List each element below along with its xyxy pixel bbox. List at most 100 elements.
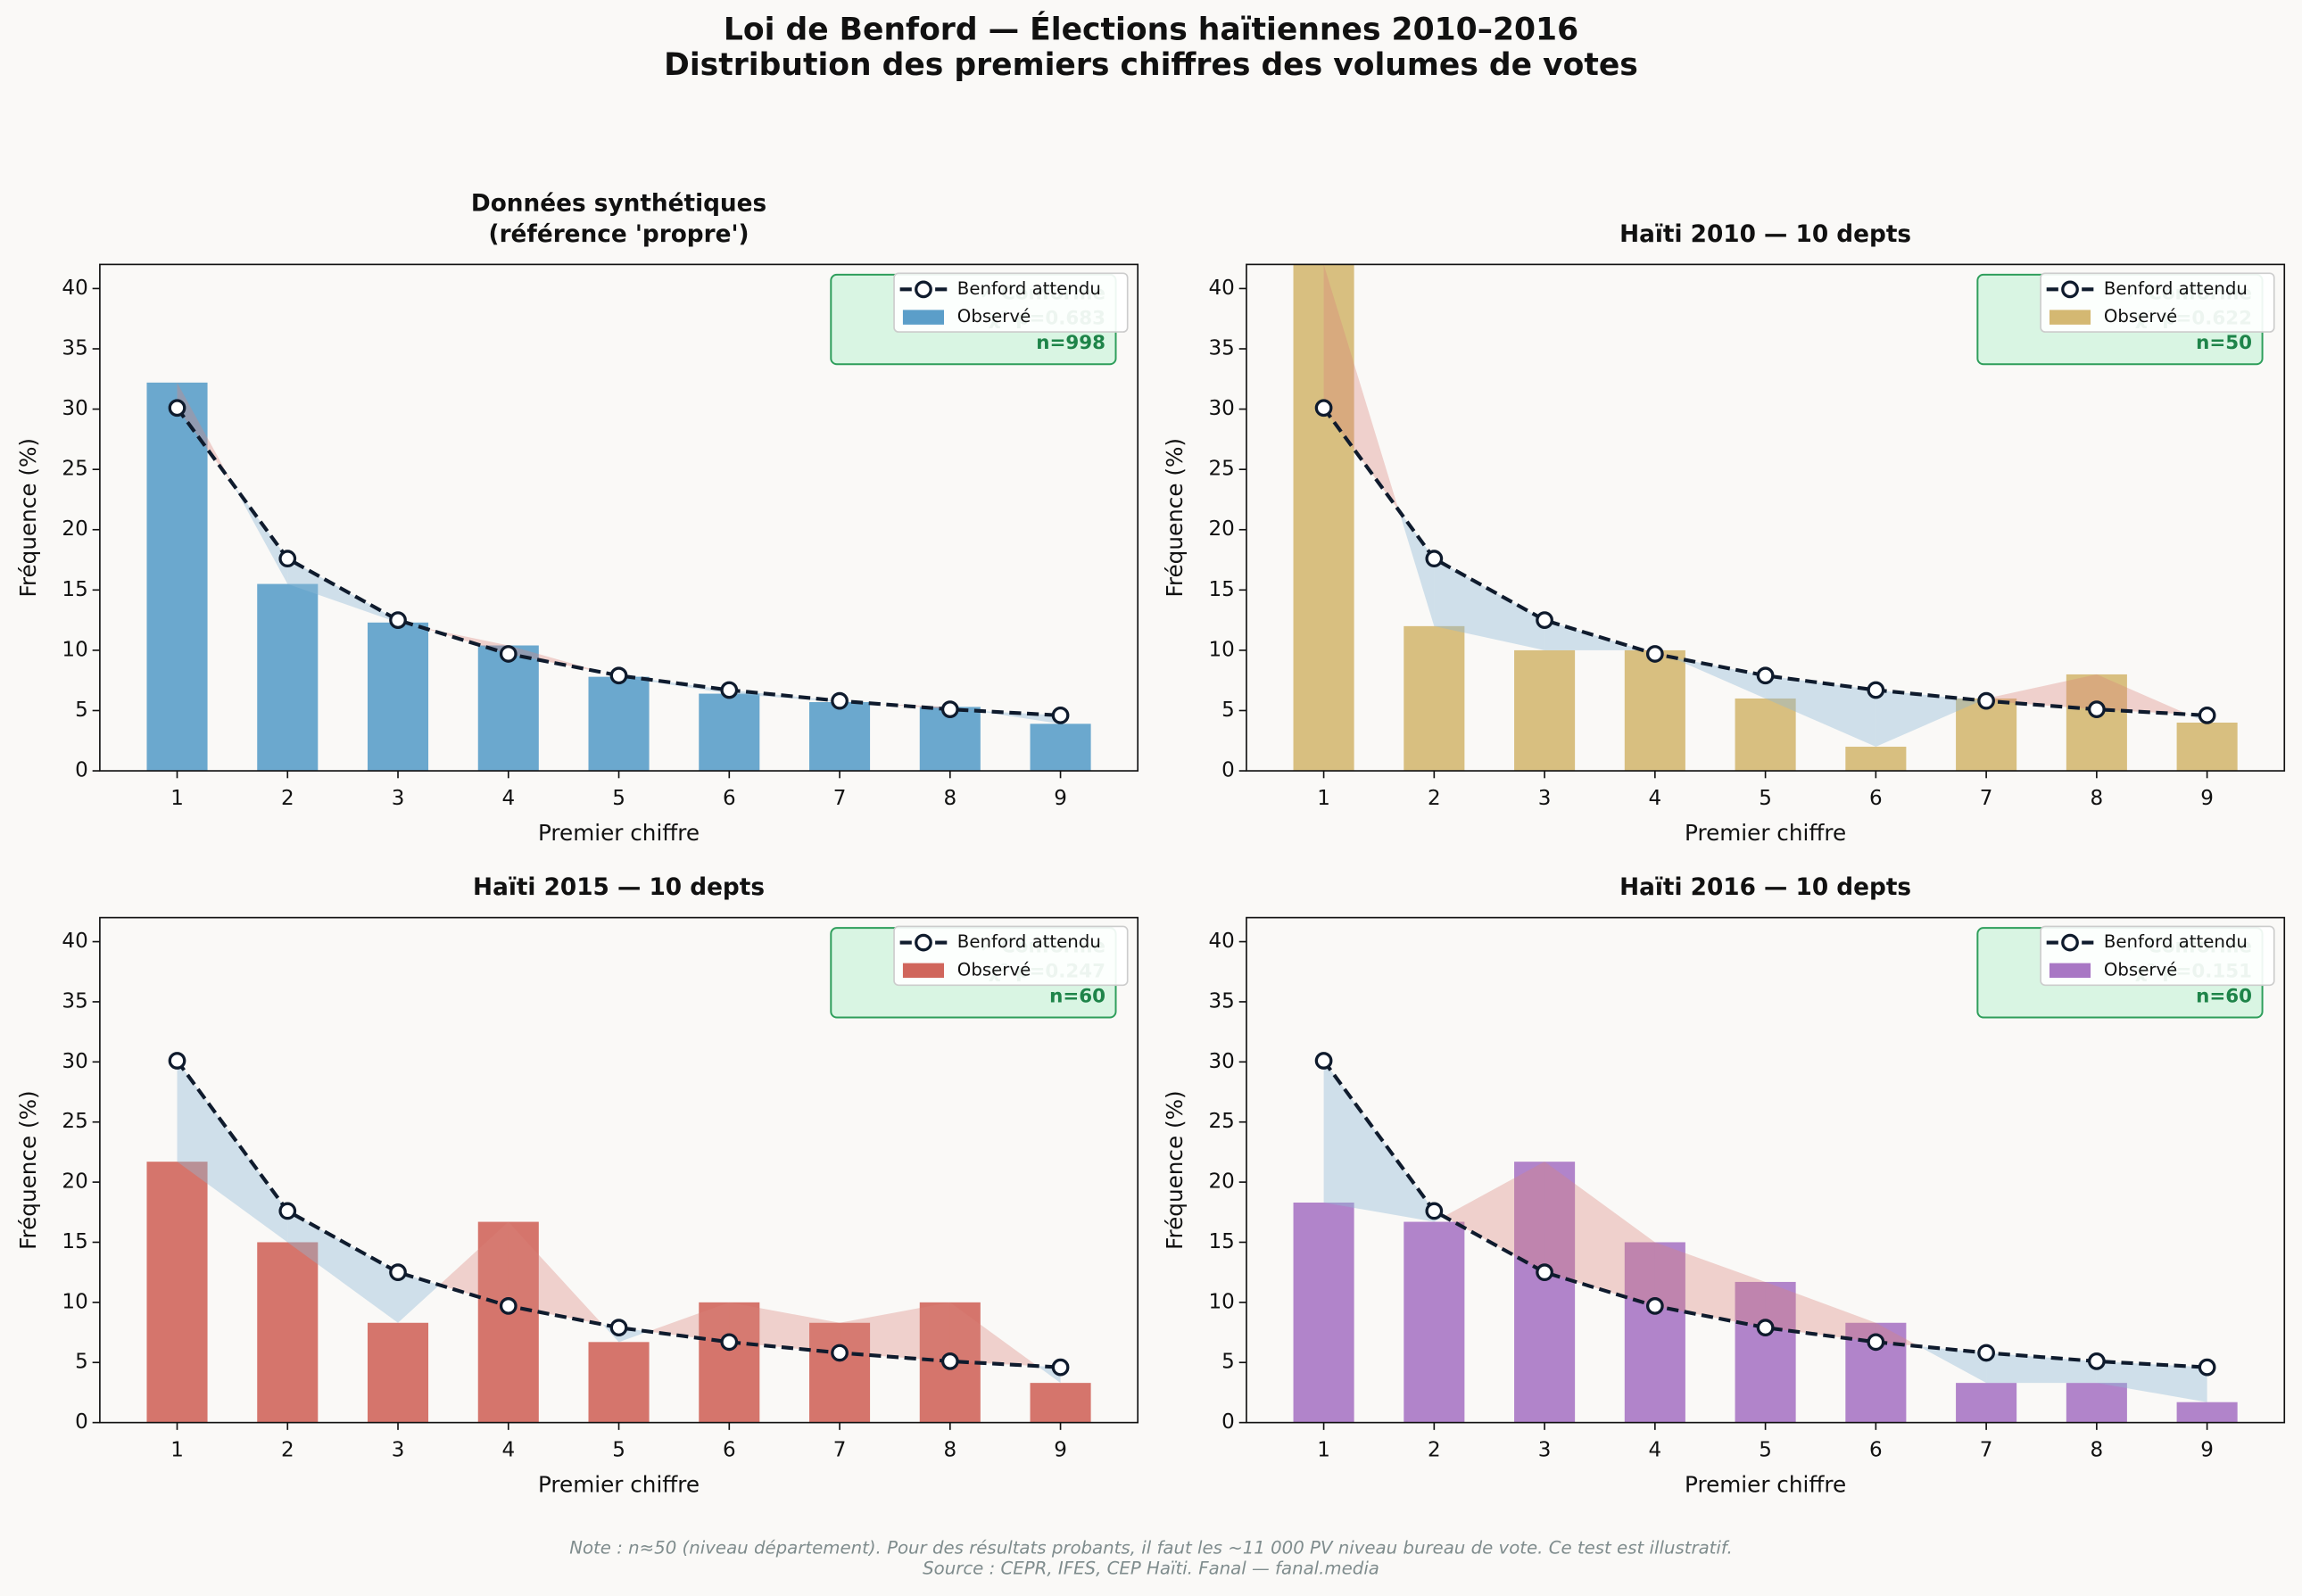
x-tick-label: 7 [833,1438,847,1461]
bar [1404,625,1465,772]
bar [1293,1202,1354,1423]
bar [1030,724,1091,772]
x-tick-label: 8 [2091,787,2104,810]
x-tick-label: 7 [833,787,847,810]
bar [809,1322,871,1423]
deviation-fill [648,1302,730,1343]
y-tick-label: 25 [1208,458,1234,481]
y-tick-label: 40 [1208,930,1234,953]
legend-box [893,272,1129,333]
benford-marker [609,1319,628,1337]
x-tick-label: 9 [1054,1438,1067,1461]
legend-label: Observé [2104,959,2177,980]
y-tick-label: 30 [62,397,87,420]
benford-marker [1867,681,1885,699]
legend-box [2040,272,2275,333]
legend-swatch [902,963,944,979]
bar [367,622,429,772]
benford-marker [499,1297,518,1315]
legend-marker [2061,280,2079,299]
deviation-fill [177,382,233,484]
benford-marker [1867,1333,1885,1352]
benford-marker [1645,645,1664,663]
benford-line [1321,1059,2207,1369]
benford-marker [389,611,407,629]
x-tick-label: 2 [281,1438,294,1461]
deviation-fill [1323,1060,1435,1222]
benford-marker [168,1052,186,1070]
benford-marker [1051,1358,1070,1377]
y-tick-label: 0 [75,759,88,782]
bar [257,1242,319,1423]
x-tick-label: 6 [723,1438,736,1461]
benford-marker [499,645,518,663]
deviation-fill [1434,558,1545,650]
y-tick-label: 25 [62,1110,87,1133]
bar [1956,1383,2017,1423]
benford-marker [278,550,297,568]
deviation-fill [1986,674,2097,710]
x-tick-label: 8 [943,787,956,810]
legend-label: Observé [957,959,1031,980]
deviation-fill [177,1060,288,1243]
x-tick-label: 6 [723,787,736,810]
legend-swatch [902,310,944,325]
y-tick-label: 15 [62,1230,87,1253]
plot-area [146,382,1091,772]
y-tick-label: 30 [1208,1050,1234,1073]
benford-line [1321,407,2207,717]
bar [699,693,760,772]
deviation-fill [398,1272,440,1323]
bar [1735,1281,1796,1423]
deviation-fill [2096,1360,2207,1402]
bar [1030,1383,1091,1423]
bar [1514,649,1576,772]
y-tick-label: 40 [62,277,87,300]
bar [257,583,319,772]
annotation-text: n=998 [1036,332,1105,354]
deviation-fill [1544,1162,1655,1306]
x-tick-label: 5 [1759,787,1772,810]
x-tick-label: 4 [1649,1438,1662,1461]
legend-label: Observé [957,306,1031,327]
benford-line [175,407,1061,717]
subplot-title: (référence 'propre') [489,221,749,248]
y-tick-label: 10 [1208,638,1234,661]
benford-marker [168,399,186,418]
y-tick-label: 10 [1208,1290,1234,1313]
x-tick-label: 1 [1317,1438,1330,1461]
bar [1956,698,2017,772]
legend-label: Benford attendu [957,931,1101,952]
x-axis-label: Premier chiffre [538,820,700,846]
x-tick-label: 4 [501,1438,515,1461]
x-axis-label: Premier chiffre [1685,1471,1846,1497]
bar [1735,698,1796,772]
x-tick-label: 9 [1054,787,1067,810]
y-tick-label: 10 [62,1290,87,1313]
bar [809,702,871,772]
x-tick-label: 4 [1649,787,1662,810]
bar [146,1162,208,1423]
benford-marker [2198,1358,2216,1377]
y-tick-label: 15 [1208,578,1234,601]
benford-marker [1425,550,1444,568]
y-tick-label: 35 [1208,989,1234,1013]
x-tick-label: 2 [1428,1438,1441,1461]
benford-marker [831,1344,849,1362]
bar [477,1221,539,1423]
benford-line [175,1059,1061,1369]
subplot-title: Haïti 2010 — 10 depts [1619,221,1911,248]
subplot: Données synthétiques (référence 'propre')… [15,190,1139,846]
deviation-fill [1765,675,1876,748]
subplot-title: Haïti 2015 — 10 depts [473,874,765,901]
footer-note: Note : n≈50 (niveau département). Pour d… [569,1538,1733,1559]
y-tick-label: 30 [1208,397,1234,420]
legend-swatch [2049,963,2091,979]
benford-marker [940,700,959,719]
benford-marker [1977,1344,1995,1362]
footer-source: Source : CEPR, IFES, CEP Haïti. Fanal — … [923,1559,1379,1579]
legend-swatch [2049,310,2091,325]
